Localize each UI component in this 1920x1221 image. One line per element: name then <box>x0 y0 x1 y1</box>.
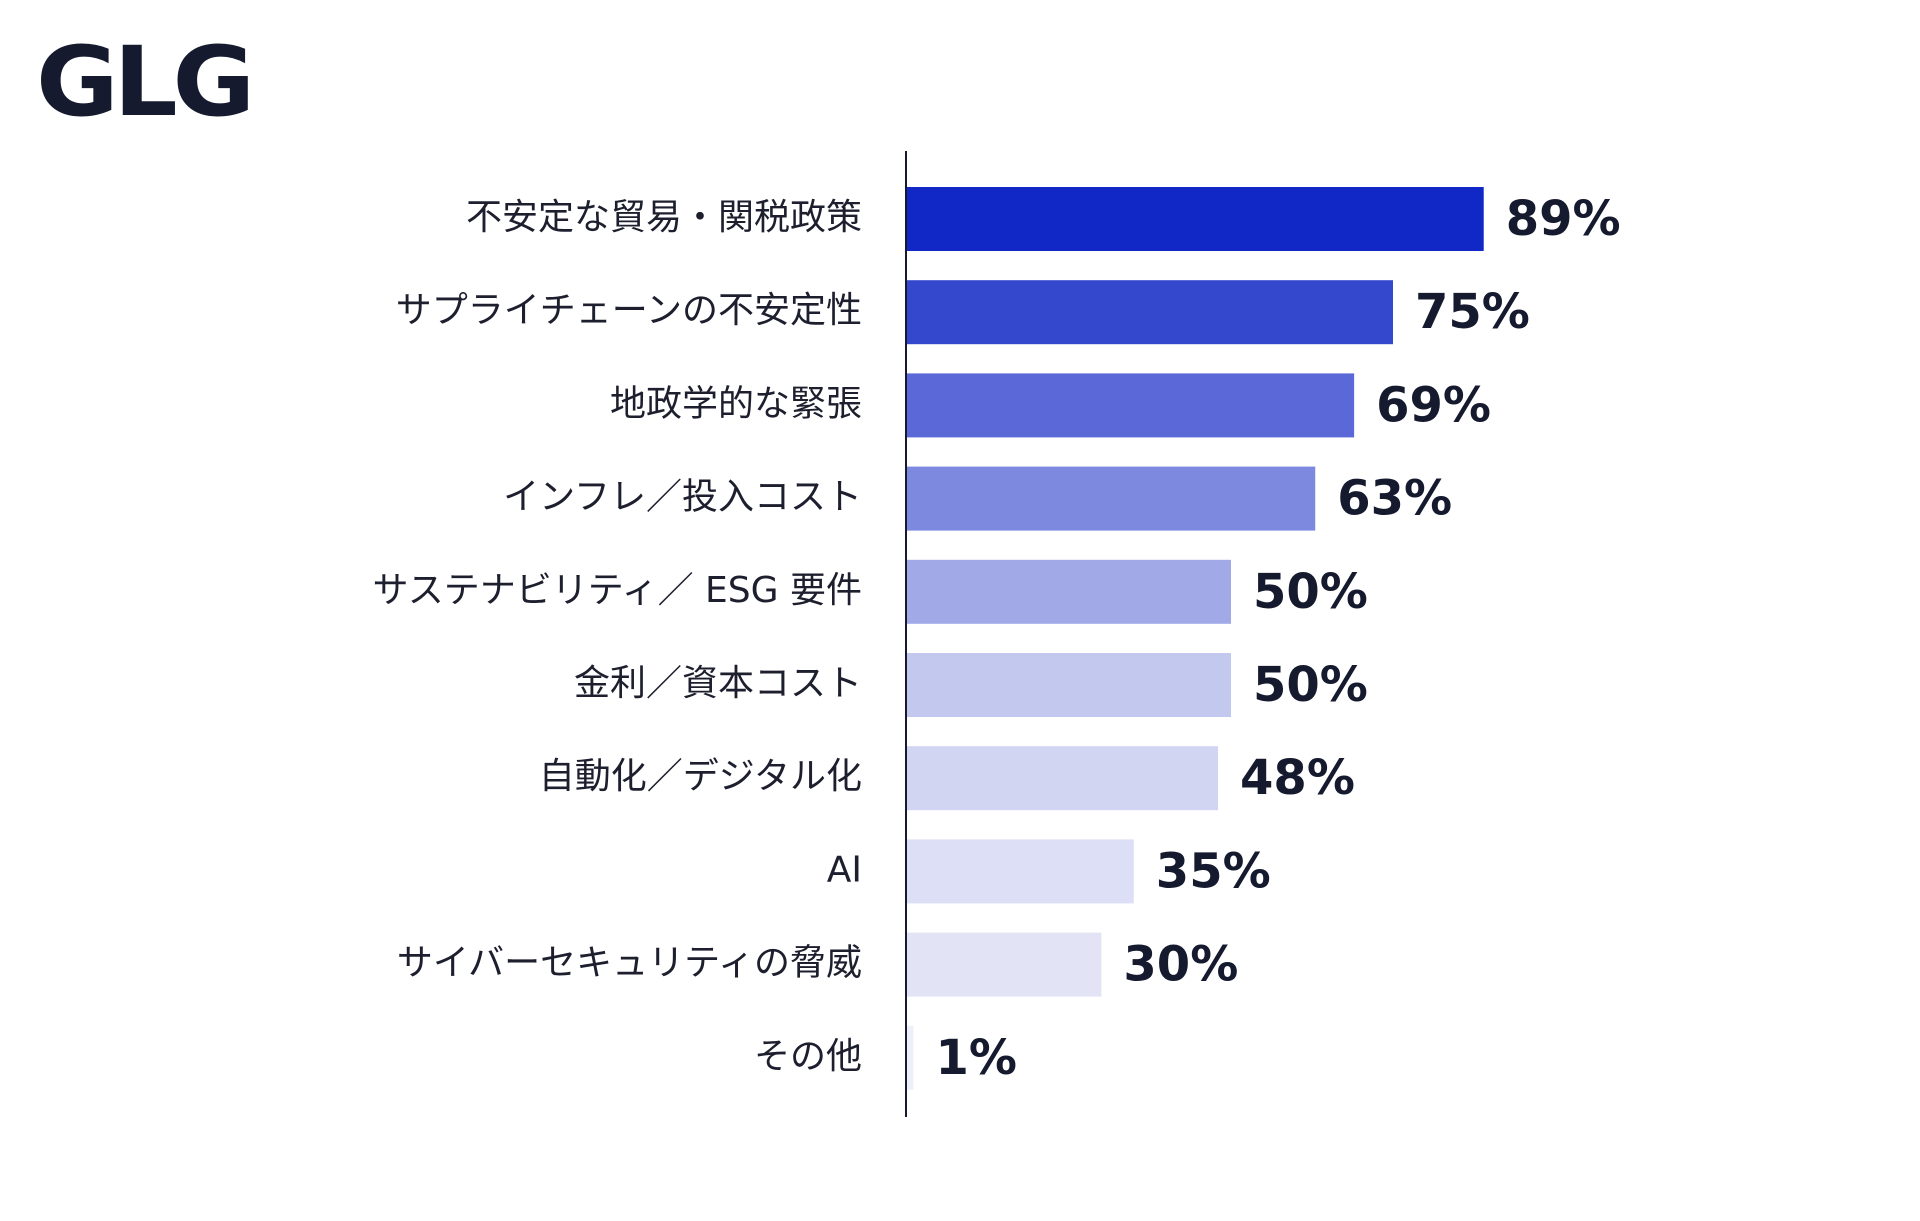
category-label: 金利／資本コスト <box>574 663 862 704</box>
bar <box>907 932 1102 997</box>
bar <box>907 373 1355 438</box>
bar <box>907 187 1484 251</box>
category-label: 不安定な貿易・関税政策 <box>466 197 862 238</box>
category-label: その他 <box>754 1036 862 1077</box>
category-label: サステナビリティ／ ESG 要件 <box>372 570 862 611</box>
value-labels-group: 89% 75% 69% 63% 50% 50% 48% 35% 30% 1% <box>935 191 1620 1086</box>
category-label: インフレ／投入コスト <box>503 477 862 518</box>
category-label: AI <box>827 849 862 890</box>
category-label: サプライチェーンの不安定性 <box>396 290 862 331</box>
bars-group <box>907 187 1484 1090</box>
bar <box>907 466 1316 531</box>
value-label: 89% <box>1506 191 1621 247</box>
bar <box>907 559 1231 624</box>
category-label: サイバーセキュリティの脅威 <box>397 943 862 984</box>
bar <box>907 839 1134 904</box>
value-label: 48% <box>1240 750 1355 806</box>
category-label: 地政学的な緊張 <box>610 383 862 424</box>
glg-logo: GLG <box>36 26 255 138</box>
value-label: 30% <box>1123 937 1238 993</box>
bar <box>907 280 1393 345</box>
bar <box>907 746 1219 811</box>
value-label: 50% <box>1253 564 1368 620</box>
bar <box>907 1025 914 1090</box>
value-label: 35% <box>1156 843 1271 899</box>
value-label: 63% <box>1337 471 1452 527</box>
value-label: 75% <box>1415 284 1530 340</box>
value-label: 1% <box>935 1030 1017 1086</box>
value-label: 50% <box>1253 657 1368 713</box>
category-label: 自動化／デジタル化 <box>539 756 862 797</box>
bar <box>907 653 1231 717</box>
category-labels-group: 不安定な貿易・関税政策サプライチェーンの不安定性地政学的な緊張インフレ／投入コス… <box>372 197 862 1077</box>
value-label: 69% <box>1376 377 1491 433</box>
